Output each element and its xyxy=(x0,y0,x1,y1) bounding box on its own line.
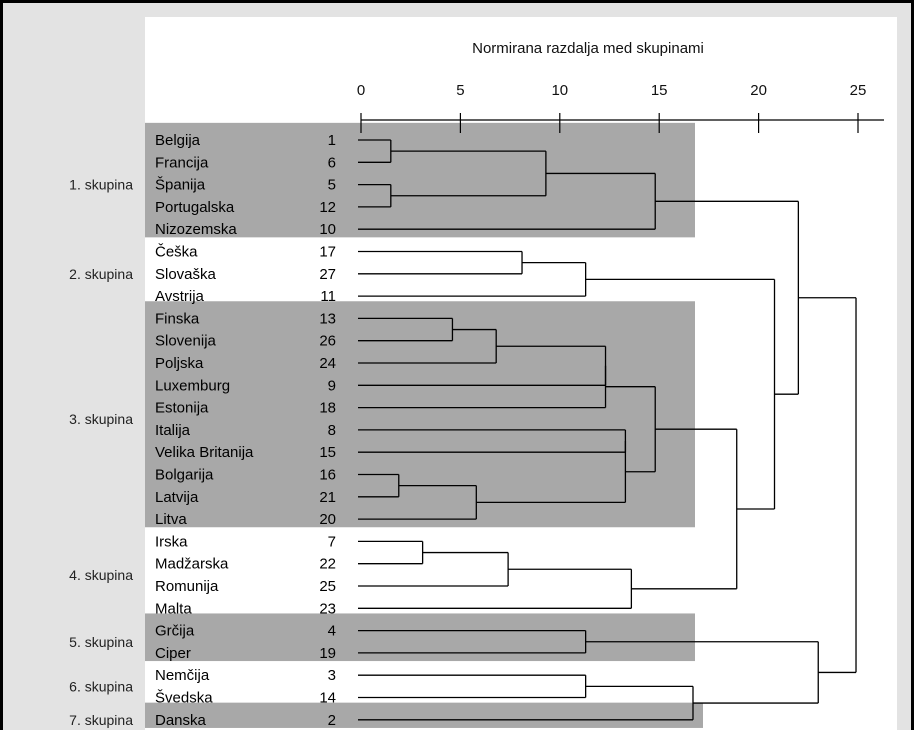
leaf-name-3: Nemčija xyxy=(155,667,210,684)
group-label-4: 4. skupina xyxy=(69,567,133,583)
group-shade-7 xyxy=(145,702,703,728)
x-tick-label-25: 25 xyxy=(850,82,867,99)
leaf-id-23: 23 xyxy=(319,600,336,617)
leaf-name-25: Romunija xyxy=(155,578,219,595)
x-tick-label-0: 0 xyxy=(357,82,365,99)
leaf-id-16: 16 xyxy=(319,467,336,484)
group-label-3: 3. skupina xyxy=(69,411,133,427)
group-shade-3 xyxy=(145,301,695,528)
x-tick-label-20: 20 xyxy=(750,82,767,99)
leaf-id-20: 20 xyxy=(319,511,336,528)
leaf-id-12: 12 xyxy=(319,199,336,216)
leaf-id-10: 10 xyxy=(319,221,336,238)
leaf-name-17: Češka xyxy=(155,244,198,261)
leaf-id-27: 27 xyxy=(319,266,336,283)
leaf-id-21: 21 xyxy=(319,489,336,506)
left-margin-band xyxy=(3,3,145,730)
leaf-name-18: Estonija xyxy=(155,400,209,417)
leaf-name-1: Belgija xyxy=(155,132,201,149)
leaf-name-4: Grčija xyxy=(155,623,195,640)
right-margin-band xyxy=(897,3,911,730)
leaf-id-22: 22 xyxy=(319,556,336,573)
dendrogram-links xyxy=(358,139,857,721)
leaf-name-19: Ciper xyxy=(155,645,191,662)
group-shade-5 xyxy=(145,613,695,662)
leaf-label-layer: 1. skupina 2. skupina 3. skupina 4. skupina… xyxy=(69,132,336,729)
group-label-5: 5. skupina xyxy=(69,634,133,650)
leaf-id-3: 3 xyxy=(328,667,336,684)
leaf-name-11: Avstrija xyxy=(155,288,205,305)
leaf-id-2: 2 xyxy=(328,712,336,729)
leaf-id-14: 14 xyxy=(319,690,336,707)
leaf-name-9: Luxemburg xyxy=(155,377,230,394)
leaf-name-14: Švedska xyxy=(155,690,213,707)
leaf-id-19: 19 xyxy=(319,645,336,662)
x-tick-label-5: 5 xyxy=(456,82,464,99)
leaf-id-11: 11 xyxy=(320,288,336,305)
leaf-name-26: Slovenija xyxy=(155,333,217,350)
x-axis-title: Normirana razdalja med skupinami xyxy=(472,40,704,57)
group-shade-1 xyxy=(145,122,695,238)
leaf-name-6: Francija xyxy=(155,154,209,171)
leaf-name-23: Malta xyxy=(155,600,192,617)
leaf-name-21: Latvija xyxy=(155,489,199,506)
top-margin-band xyxy=(3,3,911,17)
leaf-name-15: Velika Britanija xyxy=(155,444,254,461)
group-label-6: 6. skupina xyxy=(69,678,133,694)
leaf-id-5: 5 xyxy=(328,177,336,194)
leaf-name-8: Italija xyxy=(155,422,191,439)
group-shading-layer xyxy=(145,122,703,728)
leaf-name-13: Finska xyxy=(155,310,200,327)
leaf-id-15: 15 xyxy=(319,444,336,461)
leaf-id-1: 1 xyxy=(328,132,336,149)
leaf-name-2: Danska xyxy=(155,712,207,729)
group-label-2: 2. skupina xyxy=(69,266,133,282)
leaf-id-4: 4 xyxy=(328,623,336,640)
x-tick-label-10: 10 xyxy=(551,82,568,99)
leaf-id-6: 6 xyxy=(328,154,336,171)
leaf-id-18: 18 xyxy=(319,400,336,417)
x-tick-label-15: 15 xyxy=(651,82,668,99)
group-label-1: 1. skupina xyxy=(69,177,133,193)
leaf-name-5: Španija xyxy=(155,177,206,194)
leaf-name-20: Litva xyxy=(155,511,187,528)
leaf-name-27: Slovaška xyxy=(155,266,217,283)
leaf-id-17: 17 xyxy=(319,244,336,261)
leaf-name-16: Bolgarija xyxy=(155,467,214,484)
leaf-id-8: 8 xyxy=(328,422,336,439)
leaf-id-26: 26 xyxy=(319,333,336,350)
leaf-id-25: 25 xyxy=(319,578,336,595)
leaf-id-7: 7 xyxy=(328,533,336,550)
leaf-name-10: Nizozemska xyxy=(155,221,237,238)
leaf-name-7: Irska xyxy=(155,533,188,550)
x-axis: 0 5 10 15 20 25 xyxy=(357,82,884,133)
leaf-id-9: 9 xyxy=(328,377,336,394)
leaf-name-22: Madžarska xyxy=(155,556,229,573)
group-label-7: 7. skupina xyxy=(69,712,133,728)
leaf-name-24: Poljska xyxy=(155,355,204,372)
leaf-id-13: 13 xyxy=(319,310,336,327)
leaf-name-12: Portugalska xyxy=(155,199,235,216)
leaf-id-24: 24 xyxy=(319,355,336,372)
